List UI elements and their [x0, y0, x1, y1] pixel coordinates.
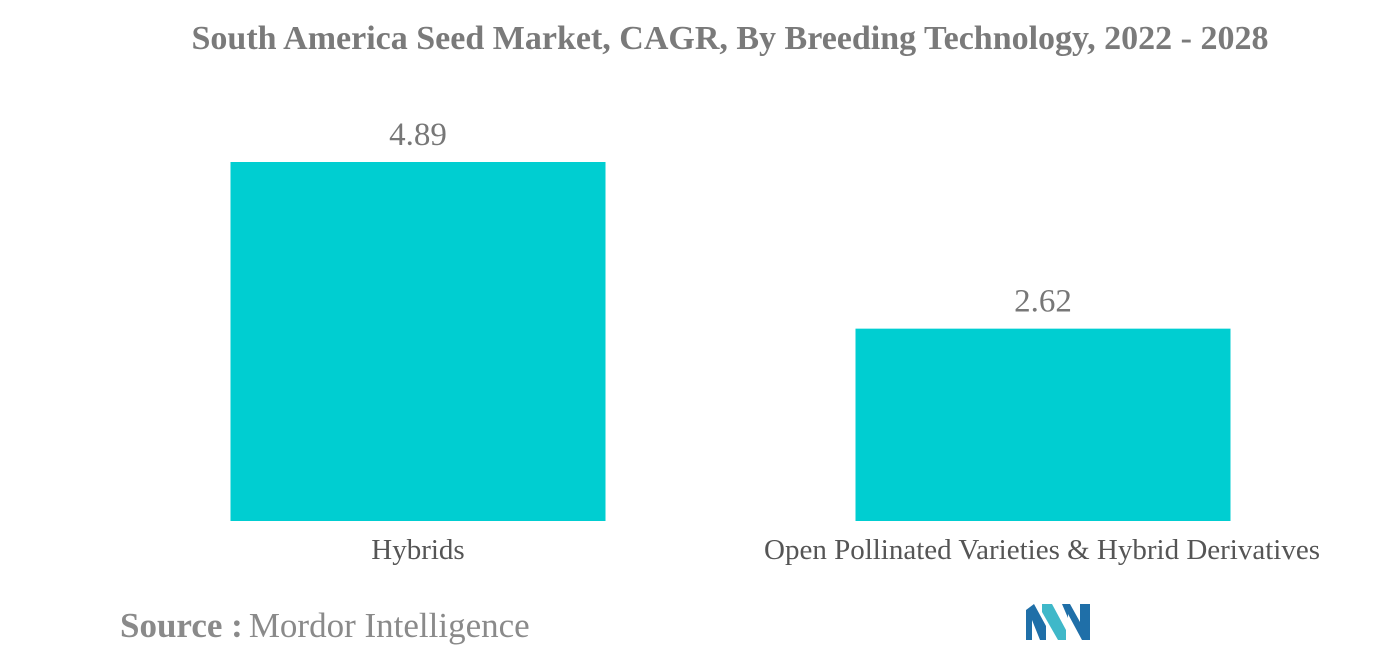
chart-title: South America Seed Market, CAGR, By Bree… [191, 20, 1269, 57]
source-label: Source : [120, 606, 243, 645]
bar-2 [855, 328, 1231, 521]
data-label-1: 4.89 [389, 117, 447, 153]
source-value: Mordor Intelligence [248, 606, 530, 645]
bar-1 [230, 162, 606, 521]
data-label-2: 2.62 [1014, 284, 1072, 320]
category-label-1: Hybrids [371, 534, 464, 566]
source-note: Source : Mordor Intelligence [120, 606, 530, 646]
category-label-2: Open Pollinated Varieties & Hybrid Deriv… [764, 534, 1320, 566]
mordor-intelligence-logo-icon [1026, 604, 1090, 640]
